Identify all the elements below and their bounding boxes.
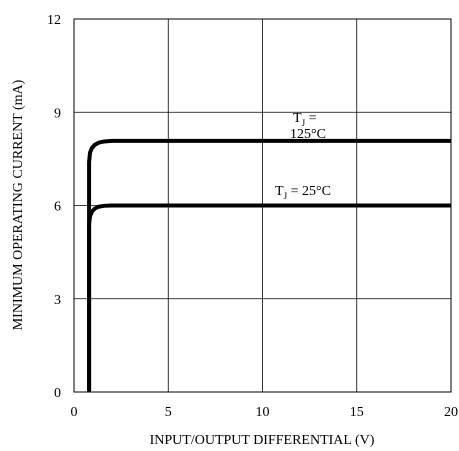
- x-tick-label: 5: [165, 405, 172, 420]
- y-tick-label: 0: [54, 386, 61, 401]
- plot-frame: [73, 18, 452, 393]
- x-tick-label: 15: [350, 405, 364, 420]
- series-lines: [87, 138, 451, 392]
- x-tick-label: 10: [256, 405, 270, 420]
- x-tick-labels: 0 5 10 15 20: [71, 405, 459, 420]
- annotation-tj-25: TJ = 25°C: [275, 184, 331, 201]
- y-tick-label: 6: [54, 200, 61, 215]
- series-line-tj-25c: [87, 203, 451, 392]
- y-axis-label: MINIMUM OPERATING CURRENT (mA): [11, 79, 26, 330]
- y-tick-label: 9: [54, 106, 61, 121]
- series-line-tj-125c: [87, 138, 451, 392]
- y-tick-label: 3: [54, 293, 61, 308]
- x-tick-label: 0: [71, 405, 78, 420]
- x-tick-label: 20: [444, 405, 458, 420]
- annotation-tj-125-line1: TJ =: [293, 111, 317, 128]
- y-tick-label: 12: [47, 13, 61, 28]
- x-axis-label: INPUT/OUTPUT DIFFERENTIAL (V): [150, 433, 375, 448]
- annotation-tj-125-line2: 125°C: [290, 127, 326, 142]
- y-tick-labels: 0 3 6 9 12: [47, 13, 61, 401]
